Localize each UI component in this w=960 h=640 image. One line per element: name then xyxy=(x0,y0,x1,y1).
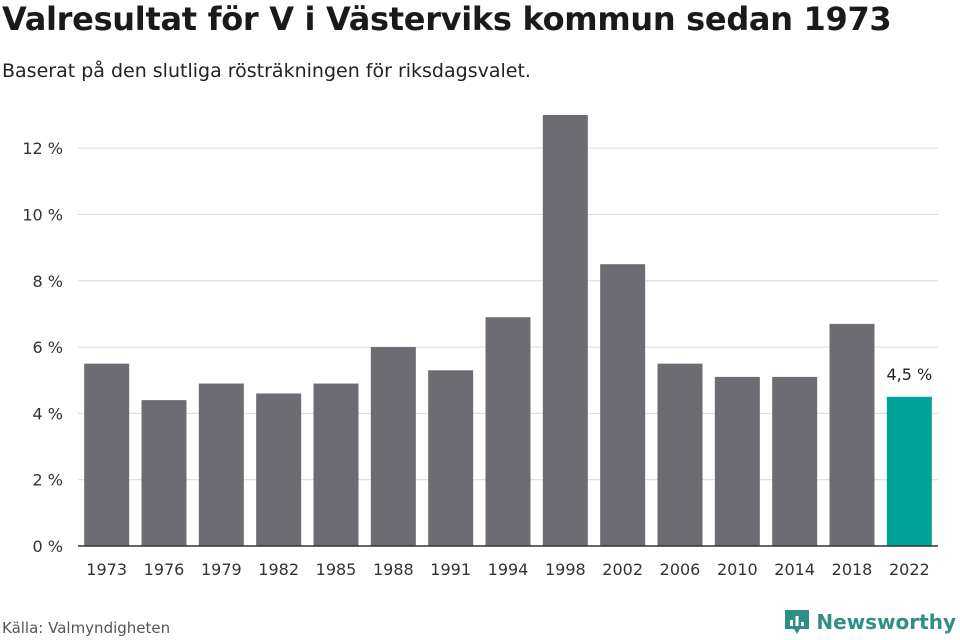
x-tick-label: 2022 xyxy=(889,560,930,579)
bar xyxy=(714,376,760,546)
bars xyxy=(84,115,932,546)
x-tick-label: 1988 xyxy=(373,560,414,579)
bar xyxy=(256,393,302,546)
bar xyxy=(313,383,359,546)
x-tick-label: 1998 xyxy=(545,560,586,579)
bar xyxy=(485,317,531,546)
bar xyxy=(600,264,646,546)
x-tick-label: 1982 xyxy=(258,560,299,579)
y-axis-ticks: 0 % 2 % 4 % 6 % 8 % 10 % 12 % xyxy=(22,139,63,556)
x-tick-label: 1973 xyxy=(86,560,127,579)
x-tick-label: 2018 xyxy=(832,560,873,579)
x-tick-label: 1991 xyxy=(430,560,471,579)
bar xyxy=(84,363,130,546)
y-tick-label: 6 % xyxy=(33,338,63,357)
bar xyxy=(141,400,187,546)
brand-name: Newsworthy xyxy=(816,610,956,634)
x-tick-label: 1979 xyxy=(201,560,242,579)
x-tick-label: 2010 xyxy=(717,560,758,579)
bar xyxy=(198,383,244,546)
bar xyxy=(829,323,875,546)
x-axis-ticks: 1973 1976 1979 1982 1985 1988 1991 1994 1998 2002… xyxy=(86,560,929,579)
brand-logo: Newsworthy xyxy=(784,608,956,636)
y-tick-label: 12 % xyxy=(22,139,63,158)
x-tick-label: 2014 xyxy=(774,560,815,579)
bar xyxy=(886,396,932,546)
bar xyxy=(428,370,474,546)
x-tick-label: 1994 xyxy=(488,560,529,579)
bar xyxy=(370,347,416,546)
data-label: 4,5 % xyxy=(886,365,932,384)
bar-chart: 0 % 2 % 4 % 6 % 8 % 10 % 12 % 1973 1976 1979 1982… xyxy=(22,115,938,579)
bar xyxy=(542,115,588,546)
source-note: Källa: Valmyndigheten xyxy=(2,619,171,637)
data-labels: 4,5 % xyxy=(886,365,932,384)
bar xyxy=(657,363,703,546)
y-tick-label: 0 % xyxy=(33,537,63,556)
x-tick-label: 2006 xyxy=(660,560,701,579)
x-tick-label: 2002 xyxy=(602,560,643,579)
y-tick-label: 2 % xyxy=(33,471,63,490)
chart-subtitle: Baserat på den slutliga rösträkningen fö… xyxy=(2,60,531,82)
y-tick-label: 8 % xyxy=(33,272,63,291)
x-tick-label: 1976 xyxy=(144,560,185,579)
chart-title: Valresultat för V i Västerviks kommun se… xyxy=(2,0,892,38)
x-tick-label: 1985 xyxy=(316,560,357,579)
y-tick-label: 4 % xyxy=(33,404,63,423)
bar xyxy=(772,376,818,546)
newsworthy-logo-icon xyxy=(785,610,810,634)
y-tick-label: 10 % xyxy=(22,205,63,224)
